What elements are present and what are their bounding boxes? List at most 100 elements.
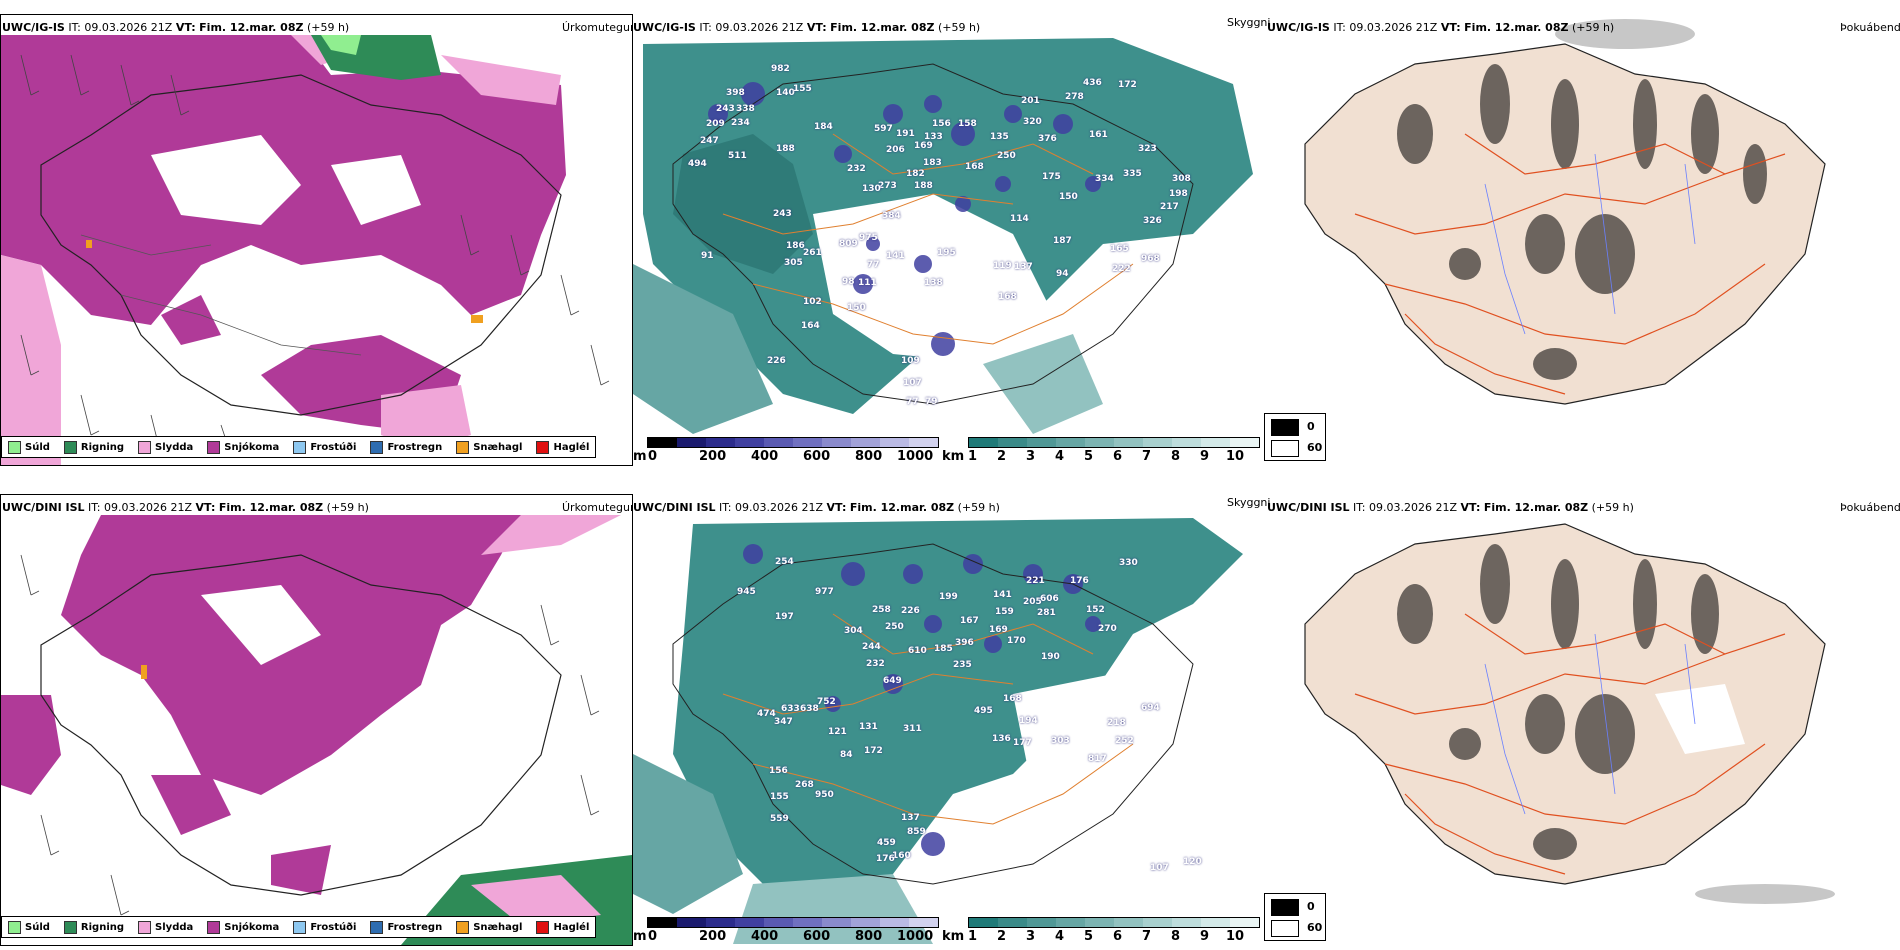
- cloudbase-label: 91: [701, 251, 714, 261]
- fog-key-swatch-low: [1271, 440, 1299, 457]
- cloudbase-label: 474: [757, 709, 776, 719]
- fog-key-high: 0: [1307, 900, 1315, 913]
- cloudbase-label: 633: [781, 704, 800, 714]
- cloudbase-label: 152: [1086, 605, 1105, 615]
- cloudbase-label: 201: [1021, 96, 1040, 106]
- title-precip-top: UWC/IG-IS IT: 09.03.2026 21Z VT: Fim. 12…: [2, 21, 350, 34]
- cloudbase-label: 226: [901, 606, 920, 616]
- colorbar-bin: [677, 918, 706, 927]
- cloudbase-label: 273: [878, 181, 897, 191]
- cloudbase-label: 252: [1115, 736, 1134, 746]
- cloud-map-bottom: [633, 494, 1263, 944]
- colorbar-bin: [1027, 438, 1056, 447]
- cloudbase-label: 384: [882, 211, 901, 221]
- cloudbase-label: 137: [901, 813, 920, 823]
- cloudbase-label: 436: [1083, 78, 1102, 88]
- cloudbase-label: 185: [934, 644, 953, 654]
- legend-label: Rigning: [80, 441, 125, 453]
- colorbar-bin: [1172, 918, 1201, 927]
- cloudbase-label: 495: [974, 706, 993, 716]
- cloudbase-label: 199: [939, 592, 958, 602]
- fog-key-bottom: 0 60: [1264, 893, 1326, 941]
- cloudbase-label: 250: [997, 151, 1016, 161]
- precip-map-top: [1, 15, 632, 465]
- cloudbase-label: 177: [1013, 738, 1032, 748]
- cloudbase-label: 511: [728, 151, 747, 161]
- colorbar-bin: [1056, 438, 1085, 447]
- legend-label: Snjókoma: [224, 441, 280, 453]
- panel-type-cloud-bottom: Skyggni: [1227, 496, 1271, 509]
- legend-swatch: [138, 440, 152, 454]
- cloudbase-label: 335: [1123, 169, 1142, 179]
- fog-map-bottom: [1304, 523, 1835, 904]
- colorbar-bin: [969, 438, 998, 447]
- colorbar-bin: [1056, 918, 1085, 927]
- cloudbase-tick: 1000: [897, 929, 934, 944]
- visibility-tick: 2: [997, 449, 1007, 464]
- legend-swatch: [293, 440, 307, 454]
- visibility-tick: 6: [1113, 929, 1123, 944]
- cloudbase-label: 119: [993, 261, 1012, 271]
- panel-type-precip-top: Úrkomutegund: [562, 21, 644, 34]
- fog-panel-top: [1265, 14, 1900, 464]
- title-precip-bottom: UWC/DINI ISL IT: 09.03.2026 21Z VT: Fim.…: [2, 501, 369, 514]
- cloudbase-label: 494: [688, 159, 707, 169]
- cloudbase-label: 150: [847, 303, 866, 313]
- cloudbase-label: 752: [817, 697, 836, 707]
- cloudbase-label: 121: [828, 727, 847, 737]
- cloudbase-label: 131: [859, 722, 878, 732]
- cloudbase-label: 232: [847, 164, 866, 174]
- cloudbase-label: 221: [1026, 576, 1045, 586]
- visibility-tick: 5: [1084, 449, 1094, 464]
- legend-item: Snjókoma: [207, 440, 280, 454]
- cloudbase-label: 244: [862, 642, 881, 652]
- visibility-tick: 6: [1113, 449, 1123, 464]
- cloudbase-tick: 600: [803, 929, 831, 944]
- cloudbase-label: 169: [989, 625, 1008, 635]
- cloudbase-label: 559: [770, 814, 789, 824]
- cloudbase-label: 190: [1041, 652, 1060, 662]
- cloudbase-label: 167: [960, 616, 979, 626]
- cloudbase-label: 338: [736, 104, 755, 114]
- legend-swatch: [63, 920, 77, 934]
- legend-swatch: [456, 920, 470, 934]
- legend-item: Rigning: [63, 920, 124, 934]
- legend-label: Snæhagl: [473, 441, 523, 453]
- cloud-panel-bottom: 254 977 945 197 304 244 232 649 610 185 …: [633, 494, 1263, 944]
- colorbar-bin: [998, 918, 1027, 927]
- colorbar-bin: [793, 438, 822, 447]
- cloudbase-label: 694: [1141, 703, 1160, 713]
- fog-key-low: 60: [1307, 441, 1323, 454]
- cloudbase-label: 258: [872, 605, 891, 615]
- cloudbase-label: 597: [874, 124, 893, 134]
- cloudbase-label: 197: [775, 612, 794, 622]
- cloudbase-label: 160: [892, 851, 911, 861]
- cloudbase-label: 165: [1110, 244, 1129, 254]
- cloudbase-label: 281: [1037, 608, 1056, 618]
- fog-key-swatch-high: [1271, 419, 1299, 436]
- cloudbase-label: 158: [958, 119, 977, 129]
- title-fog-top: UWC/IG-IS IT: 09.03.2026 21Z VT: Fim. 12…: [1267, 21, 1615, 34]
- legend-label: Frostregn: [387, 921, 443, 933]
- colorbar-bin: [1230, 438, 1259, 447]
- cloudbase-tick: 400: [751, 449, 779, 464]
- cloudbase-unit: m: [633, 929, 647, 944]
- colorbar-bin: [1143, 918, 1172, 927]
- cloudbase-label: 950: [815, 790, 834, 800]
- cloudbase-label: 945: [737, 587, 756, 597]
- cloudbase-tick: 0: [648, 449, 658, 464]
- panel-type-precip-bottom: Úrkomutegund: [562, 501, 644, 514]
- cloudbase-label: 649: [883, 676, 902, 686]
- colorbar-bin: [1114, 438, 1143, 447]
- cloudbase-label: 191: [896, 129, 915, 139]
- precip-panel-bottom: Súld Rigning Slydda Snjókoma Frostúði Fr…: [0, 494, 633, 946]
- cloudbase-label: 176: [876, 854, 895, 864]
- cloudbase-label: 141: [993, 590, 1012, 600]
- visibility-tick: 9: [1200, 929, 1210, 944]
- colorbar-bin: [706, 918, 735, 927]
- cloudbase-label: 243: [773, 209, 792, 219]
- fog-key-low: 60: [1307, 921, 1323, 934]
- visibility-colorbar-fill: [968, 917, 1260, 928]
- cloudbase-tick: 800: [855, 929, 883, 944]
- legend-item: Frostregn: [370, 440, 442, 454]
